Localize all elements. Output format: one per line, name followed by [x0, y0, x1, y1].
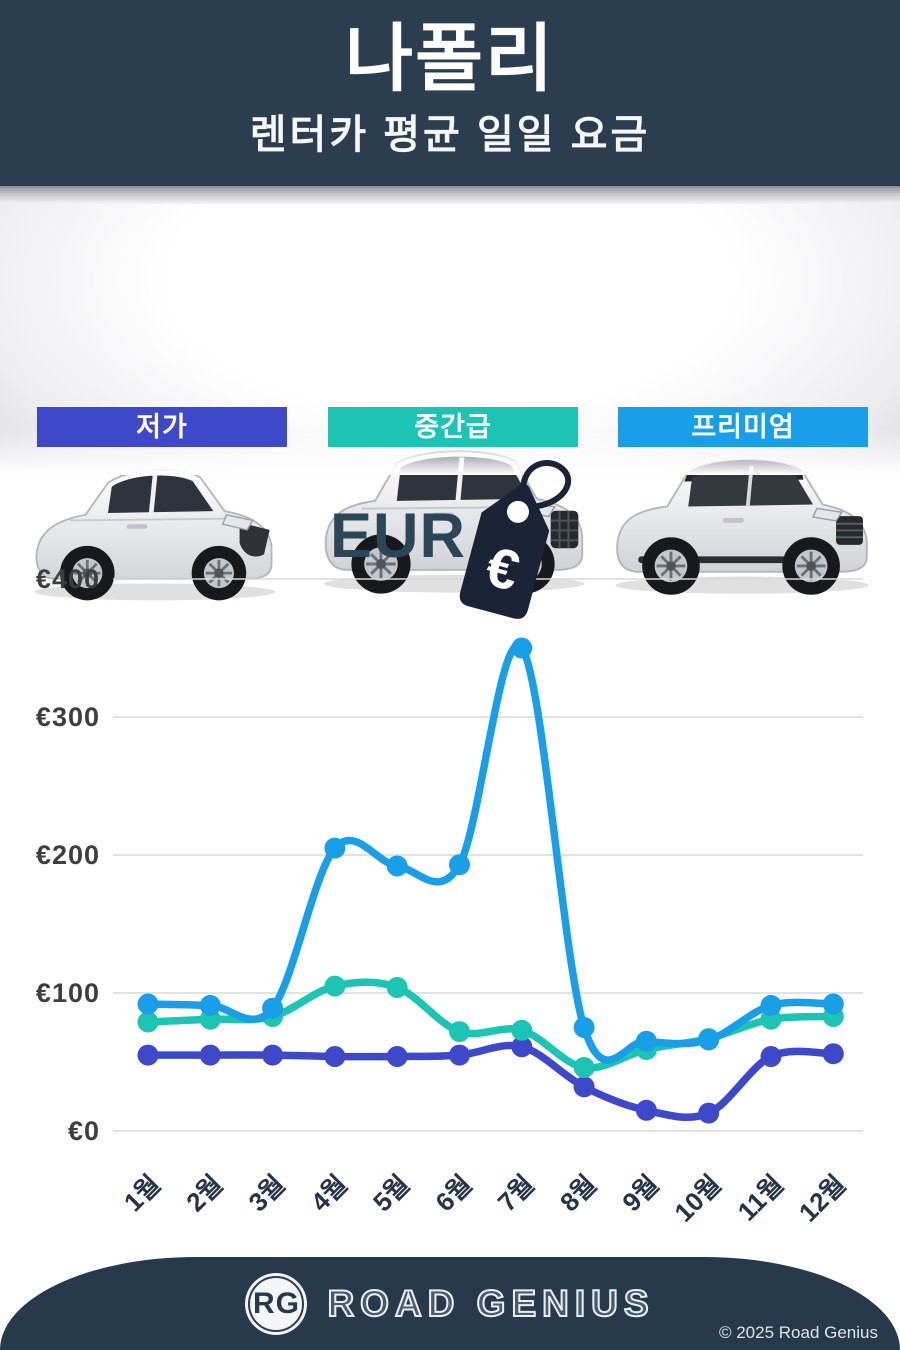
x-axis-label: 11월	[732, 1169, 790, 1227]
data-point-프리미엄	[199, 994, 221, 1016]
data-point-중간급	[386, 977, 408, 998]
y-axis-label: €400	[36, 564, 100, 594]
data-point-중간급	[511, 1019, 533, 1041]
currency-label: EUR	[330, 501, 467, 571]
data-point-저가	[386, 1046, 408, 1067]
page-subtitle: 렌터카 평균 일일 요금	[249, 112, 651, 157]
x-axis-label: 12월	[793, 1169, 852, 1228]
data-point-프리미엄	[698, 1029, 720, 1051]
data-point-프리미엄	[511, 637, 533, 659]
data-point-프리미엄	[822, 993, 844, 1015]
x-axis-label: 9월	[616, 1169, 664, 1217]
x-axis-label: 10월	[668, 1169, 727, 1228]
footer-banner: RG ROAD GENIUS © 2025 Road Genius	[0, 1257, 900, 1350]
data-point-프리미엄	[324, 837, 346, 859]
x-axis-label: 1월	[118, 1169, 166, 1217]
brand-name: ROAD GENIUS	[326, 1282, 655, 1325]
data-point-저가	[760, 1046, 782, 1067]
data-point-프리미엄	[137, 993, 159, 1015]
data-point-프리미엄	[386, 855, 408, 877]
data-point-저가	[635, 1099, 657, 1121]
tag-hole	[506, 500, 529, 523]
data-point-저가	[199, 1044, 221, 1066]
x-axis-label: 4월	[305, 1169, 353, 1217]
y-axis-label: €0	[68, 1116, 100, 1146]
data-point-저가	[449, 1044, 470, 1066]
data-point-프리미엄	[573, 1017, 595, 1038]
rear-wheel	[60, 545, 115, 601]
category-label-budget: 저가	[37, 407, 287, 447]
tag-string	[519, 460, 572, 509]
y-axis-label: €100	[36, 978, 100, 1008]
rg-logo: RG	[245, 1273, 308, 1335]
data-point-중간급	[324, 975, 346, 997]
data-point-프리미엄	[262, 997, 284, 1019]
data-point-중간급	[573, 1057, 595, 1078]
data-point-프리미엄	[635, 1030, 657, 1052]
data-point-저가	[511, 1036, 533, 1058]
price-tag-icon: €	[459, 460, 572, 619]
category-label-midrange: 중간급	[328, 407, 578, 447]
copyright-text: © 2025 Road Genius	[718, 1323, 878, 1342]
series-line-저가	[144, 1041, 838, 1122]
front-wheel	[782, 537, 840, 595]
metallic-divider	[0, 186, 900, 204]
series-line-프리미엄	[144, 641, 838, 1064]
x-axis-label: 6월	[429, 1169, 477, 1217]
page-title: 나폴리	[344, 17, 556, 100]
x-axis-label: 3월	[242, 1169, 290, 1217]
data-point-저가	[573, 1076, 595, 1098]
y-axis-label: €200	[36, 840, 100, 870]
data-point-저가	[324, 1046, 346, 1067]
economy-car-image	[34, 469, 276, 601]
category-label-premium: 프리미엄	[618, 407, 868, 447]
front-wheel	[191, 545, 247, 601]
data-point-저가	[698, 1102, 720, 1124]
x-axis-label: 5월	[367, 1169, 415, 1217]
y-axis-label: €300	[36, 702, 100, 732]
data-point-저가	[137, 1044, 159, 1066]
rear-wheel	[642, 537, 700, 595]
x-axis-label: 8월	[554, 1169, 602, 1217]
data-point-저가	[822, 1043, 844, 1065]
data-point-저가	[262, 1044, 284, 1066]
header-banner: 나폴리 렌터카 평균 일일 요금	[0, 0, 900, 186]
x-axis-label: 7월	[492, 1169, 540, 1217]
x-axis-label: 2월	[180, 1169, 228, 1217]
data-point-프리미엄	[760, 994, 782, 1016]
data-point-중간급	[449, 1021, 470, 1043]
data-point-중간급	[137, 1011, 159, 1033]
data-point-프리미엄	[449, 854, 470, 876]
rg-logo-text: RG	[252, 1287, 300, 1320]
premium-car-image	[615, 459, 869, 595]
